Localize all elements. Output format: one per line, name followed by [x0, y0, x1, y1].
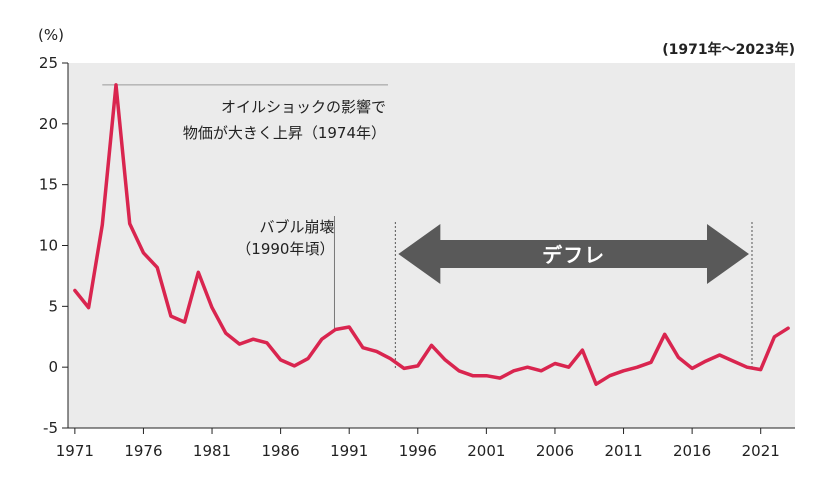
y-tick-label: 25 — [39, 54, 58, 72]
y-tick-label: -5 — [43, 419, 58, 437]
x-tick-label: 1996 — [399, 442, 437, 460]
x-tick-label: 2006 — [536, 442, 574, 460]
series-layer — [73, 83, 790, 386]
y-tick-label: 15 — [39, 176, 58, 194]
series-line — [73, 83, 790, 386]
y-unit-label: (%) — [38, 26, 64, 44]
oil-shock-annotation-line: オイルショックの影響で — [221, 98, 386, 116]
x-tick-labels: 1971 1976 1981 1986 1991 1996 2001 2006 2011 2016… — [56, 442, 780, 460]
deflation-arrow-shape — [398, 224, 749, 284]
x-tick-label: 2001 — [467, 442, 505, 460]
bubble-annotation-line: バブル崩壊 — [259, 218, 334, 236]
x-tick-label: 1991 — [330, 442, 368, 460]
x-tick-label: 2021 — [742, 442, 780, 460]
range-label: (1971年〜2023年) — [662, 41, 795, 58]
oil-shock-annotation-line: 物価が大きく上昇（1974年） — [183, 124, 386, 142]
bubble-annotation-line: （1990年頃） — [236, 240, 334, 258]
x-tick-label: 1971 — [56, 442, 94, 460]
x-tick-label: 2016 — [673, 442, 711, 460]
x-tick-label: 2011 — [604, 442, 642, 460]
y-tick-label: 20 — [39, 115, 58, 133]
x-tick-label: 1981 — [193, 442, 231, 460]
y-tick-labels: 25 20 15 10 5 0 -5 — [39, 54, 58, 437]
plot-layer — [62, 62, 795, 434]
y-tick-label: 0 — [48, 358, 58, 376]
deflation-label: デフレ — [542, 243, 605, 267]
x-tick-label: 1986 — [262, 442, 300, 460]
y-tick-label: 5 — [48, 297, 58, 315]
deflation-arrow: デフレ — [398, 224, 749, 284]
y-tick-label: 10 — [39, 237, 58, 255]
x-tick-label: 1976 — [124, 442, 162, 460]
